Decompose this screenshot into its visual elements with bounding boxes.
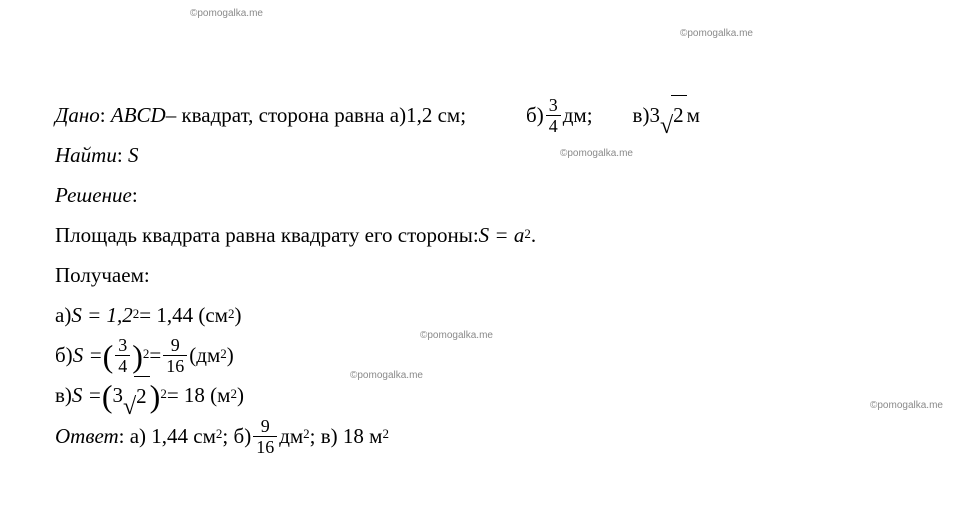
sup2: 2 — [524, 222, 531, 247]
den: 4 — [115, 355, 130, 375]
formula-Sa: S = a — [479, 216, 525, 256]
three-coef: 3 — [649, 96, 660, 136]
frac-3-4: 3 4 — [546, 96, 561, 135]
three: 3 — [113, 376, 124, 416]
rparen: ) — [132, 340, 143, 372]
ans-b-pre: ; б) — [222, 417, 251, 457]
frac-3-4-b: 3 4 — [115, 336, 130, 375]
b-S: S = — [73, 336, 103, 376]
b-prefix: б) — [55, 336, 73, 376]
radicand: 2 — [134, 376, 150, 417]
paren-sqrt: ( 3 √ 2 ) — [102, 376, 160, 417]
watermark: ©pomogalka.me — [420, 330, 493, 341]
sup2: 2 — [160, 382, 167, 407]
find-label: Найти — [55, 136, 117, 176]
a-Sval: S = 1,2 — [71, 296, 132, 336]
colon: : — [117, 136, 128, 176]
v-eq: = 18 (м — [167, 376, 231, 416]
ans-v: ; в) 18 м — [310, 417, 383, 457]
watermark: ©pomogalka.me — [190, 8, 263, 19]
num: 9 — [168, 336, 183, 355]
a-prefix: а) — [55, 296, 71, 336]
watermark: ©pomogalka.me — [560, 148, 633, 159]
area-formula-line: Площадь квадрата равна квадрату его стор… — [55, 216, 925, 256]
side-a-val: 1,2 см; — [406, 96, 466, 136]
lparen: ( — [103, 340, 114, 372]
frac-num: 3 — [546, 96, 561, 115]
sqrt2: √ 2 — [660, 95, 687, 136]
watermark: ©pomogalka.me — [870, 400, 943, 411]
sup2: 2 — [133, 302, 140, 327]
calc-v-line: в) S = ( 3 √ 2 ) 2 = 18 (м 2 ) — [55, 376, 925, 417]
v-S: S = — [72, 376, 102, 416]
num: 3 — [115, 336, 130, 355]
ans-a: : а) 1,44 см — [119, 417, 216, 457]
radical-sign: √ — [660, 114, 673, 138]
sup2: 2 — [228, 302, 235, 327]
m-unit: м — [687, 96, 700, 136]
den: 16 — [163, 355, 187, 375]
lparen: ( — [102, 380, 113, 412]
given-label: Дано — [55, 96, 100, 136]
answer-label: Ответ — [55, 417, 119, 457]
den: 16 — [253, 436, 277, 456]
calc-b-line: б) S = ( 3 4 ) 2 = 9 16 (дм 2 ) — [55, 336, 925, 376]
S-var: S — [128, 136, 139, 176]
problem-content: Дано : ABCD – квадрат, сторона равна а) … — [55, 95, 925, 457]
paren-frac: ( 3 4 ) — [103, 336, 143, 375]
colon: : — [132, 176, 138, 216]
solution-line: Решение : — [55, 176, 925, 216]
b-eq: = — [149, 336, 161, 376]
v-prefix: в) — [55, 376, 72, 416]
colon: : — [100, 96, 111, 136]
num: 9 — [258, 417, 273, 436]
radicand: 2 — [671, 95, 687, 136]
b-unit: (дм — [189, 336, 220, 376]
v-label: в) — [633, 96, 650, 136]
b-label: б) — [526, 96, 544, 136]
frac-9-16-ans: 9 16 — [253, 417, 277, 456]
area-text: Площадь квадрата равна квадрату его стор… — [55, 216, 479, 256]
close: ) — [227, 336, 234, 376]
close: ) — [234, 296, 241, 336]
frac-den: 4 — [546, 115, 561, 135]
answer-line: Ответ : а) 1,44 см 2 ; б) 9 16 дм 2 ; в)… — [55, 417, 925, 457]
sup2: 2 — [230, 382, 237, 407]
find-line: Найти : S — [55, 136, 925, 176]
watermark: ©pomogalka.me — [350, 370, 423, 381]
solution-label: Решение — [55, 176, 132, 216]
abcd: ABCD — [111, 96, 166, 136]
close: ) — [237, 376, 244, 416]
a-eq: = 1,44 (см — [139, 296, 228, 336]
sup2: 2 — [143, 342, 150, 367]
frac-9-16: 9 16 — [163, 336, 187, 375]
radical: √ — [123, 395, 136, 419]
sup2: 2 — [303, 422, 310, 447]
rparen: ) — [150, 380, 161, 412]
sup2: 2 — [382, 422, 389, 447]
square-text: – квадрат, сторона равна а) — [166, 96, 406, 136]
sqrt2-v: √ 2 — [123, 376, 150, 417]
dot: . — [531, 216, 536, 256]
given-line: Дано : ABCD – квадрат, сторона равна а) … — [55, 95, 925, 136]
ans-b-unit: дм — [279, 417, 303, 457]
dm-unit: дм; — [563, 96, 593, 136]
watermark: ©pomogalka.me — [680, 28, 753, 39]
sup2: 2 — [220, 342, 227, 367]
get-line: Получаем: — [55, 256, 925, 296]
get-text: Получаем: — [55, 256, 150, 296]
sup2: 2 — [216, 422, 223, 447]
